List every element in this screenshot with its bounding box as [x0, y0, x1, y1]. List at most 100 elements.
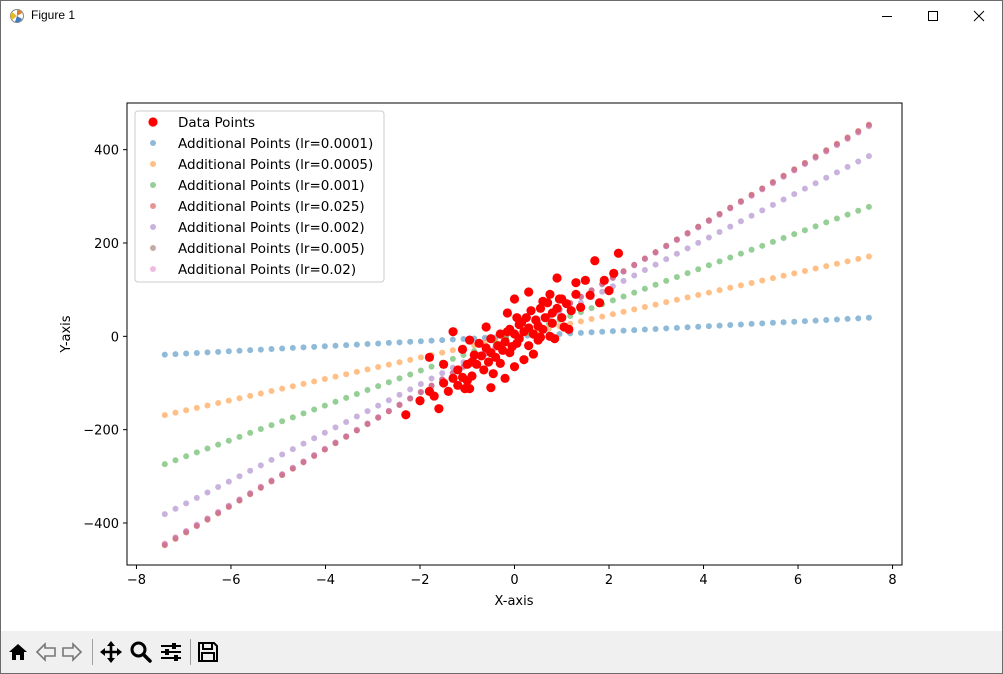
series-point — [705, 289, 712, 296]
series-point — [172, 351, 179, 358]
y-axis-label: Y-axis — [59, 315, 74, 353]
series-point — [641, 285, 648, 292]
legend-marker — [150, 182, 156, 188]
data-point — [453, 365, 463, 375]
series-point — [855, 129, 862, 136]
series-point — [161, 461, 168, 468]
series-point — [705, 234, 712, 241]
series-point — [311, 406, 318, 413]
series-point — [172, 457, 179, 464]
matplotlib-logo-icon — [10, 9, 24, 23]
series-point — [343, 418, 350, 425]
zoom-button[interactable] — [128, 639, 154, 665]
series-point — [812, 317, 819, 324]
series-point — [865, 253, 872, 260]
axes: −8 −6 −4 −2 0 2 4 6 8 −400 −200 0 200 400 — [83, 144, 896, 588]
series-point — [364, 341, 371, 348]
data-point — [476, 351, 487, 361]
legend-marker — [150, 224, 156, 230]
data-point — [519, 355, 529, 365]
data-point — [566, 306, 576, 316]
configure-subplots-button[interactable] — [158, 639, 184, 665]
series-point — [193, 449, 200, 456]
navigation-toolbar — [1, 631, 1002, 673]
series-point — [769, 238, 776, 245]
data-point — [604, 286, 614, 296]
series-point — [556, 330, 563, 337]
series-point — [684, 245, 691, 252]
series-point — [833, 215, 840, 222]
series-point — [620, 268, 627, 275]
series-point — [396, 391, 403, 398]
series-point — [823, 174, 830, 181]
series-point — [375, 414, 382, 421]
series-point — [311, 378, 318, 385]
series-point — [801, 318, 808, 325]
series-point — [225, 478, 232, 485]
data-point — [481, 322, 491, 332]
save-button[interactable] — [195, 639, 221, 665]
series-point — [300, 458, 307, 465]
series-point — [833, 260, 840, 267]
series-point — [215, 441, 222, 448]
data-point — [465, 335, 475, 345]
maximize-button[interactable] — [910, 1, 956, 31]
series-point — [737, 199, 744, 206]
series-point — [663, 277, 670, 284]
series-point — [865, 203, 872, 210]
series-point — [332, 424, 339, 431]
data-point — [488, 369, 498, 379]
series-point — [748, 246, 755, 253]
series-point — [396, 401, 403, 408]
close-button[interactable] — [956, 1, 1002, 31]
series-point — [844, 258, 851, 265]
series-point — [204, 349, 211, 356]
series-1 — [161, 314, 872, 358]
home-button[interactable] — [5, 639, 31, 665]
series-point — [780, 319, 787, 326]
legend: Data Points Additional Points (lr=0.0001)… — [134, 110, 385, 283]
series-point — [684, 294, 691, 301]
data-point — [521, 313, 531, 323]
forward-button[interactable] — [59, 639, 85, 665]
back-button[interactable] — [33, 639, 59, 665]
series-point — [385, 361, 392, 368]
series-2 — [161, 253, 872, 419]
data-point — [557, 294, 567, 304]
y-tick-label: 0 — [111, 330, 119, 345]
figure-canvas[interactable]: −8 −6 −4 −2 0 2 4 6 8 −400 −200 0 200 400 X-axis Y-ax… — [1, 31, 1002, 631]
x-tick-label: 2 — [605, 573, 613, 588]
series-point — [812, 223, 819, 230]
series-point — [183, 350, 190, 357]
series-point — [673, 250, 680, 257]
series-point — [279, 418, 286, 425]
series-point — [727, 223, 734, 230]
data-point — [479, 365, 489, 375]
series-point — [364, 408, 371, 415]
series-point — [769, 180, 776, 187]
series-point — [439, 349, 446, 356]
minimize-button[interactable] — [864, 1, 910, 31]
window-title: Figure 1 — [31, 8, 76, 22]
series-point — [407, 338, 414, 345]
series-point — [716, 287, 723, 294]
series-point — [300, 410, 307, 417]
series-point — [279, 451, 286, 458]
series-point — [385, 379, 392, 386]
data-point — [448, 327, 458, 337]
series-point — [823, 317, 830, 324]
series-point — [353, 426, 360, 433]
data-point — [538, 296, 548, 306]
data-point — [552, 273, 562, 283]
data-point — [540, 313, 550, 323]
data-point — [474, 338, 484, 348]
data-points-series — [401, 248, 624, 420]
series-point — [695, 224, 702, 231]
series-point — [641, 267, 648, 274]
series-point — [364, 387, 371, 394]
pan-button[interactable] — [98, 639, 124, 665]
series-point — [823, 148, 830, 155]
y-tick-label: 400 — [94, 144, 119, 159]
series-point — [449, 355, 456, 362]
